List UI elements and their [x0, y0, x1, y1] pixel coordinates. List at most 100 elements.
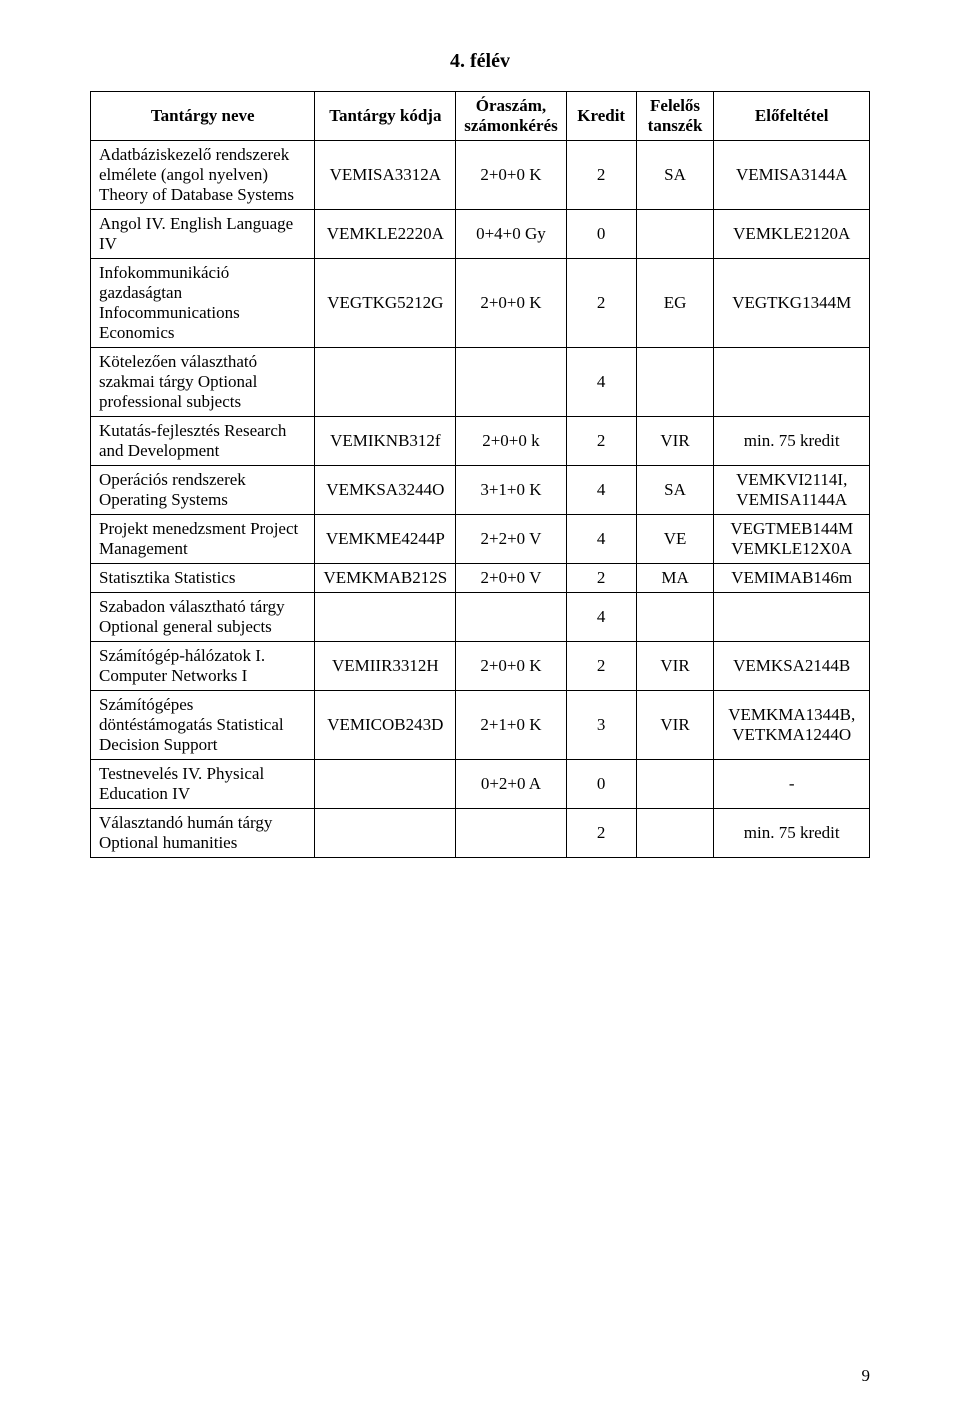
cell-code — [315, 760, 456, 809]
cell-prereq: VEMIMAB146m — [714, 564, 870, 593]
cell-name: Kutatás-fejlesztés Research and Developm… — [91, 417, 315, 466]
table-row: Szabadon választható tárgy Optional gene… — [91, 593, 870, 642]
cell-prereq: min. 75 kredit — [714, 417, 870, 466]
cell-prereq: VEMKMA1344B, VETKMA1244O — [714, 691, 870, 760]
cell-hours: 2+0+0 V — [456, 564, 566, 593]
table-row: Választandó humán tárgy Optional humanit… — [91, 809, 870, 858]
table-header-row: Tantárgy neve Tantárgy kódja Óraszám, sz… — [91, 92, 870, 141]
cell-dept — [636, 760, 714, 809]
cell-code: VEMICOB243D — [315, 691, 456, 760]
cell-hours: 2+0+0 K — [456, 642, 566, 691]
th-hours: Óraszám, számonkérés — [456, 92, 566, 141]
cell-name: Angol IV. English Language IV — [91, 210, 315, 259]
table-row: Kötelezően választható szakmai tárgy Opt… — [91, 348, 870, 417]
cell-name: Számítógép-hálózatok I. Computer Network… — [91, 642, 315, 691]
cell-dept — [636, 210, 714, 259]
cell-credit: 4 — [566, 466, 636, 515]
cell-dept: SA — [636, 466, 714, 515]
page-number: 9 — [862, 1366, 871, 1386]
th-credit: Kredit — [566, 92, 636, 141]
th-name: Tantárgy neve — [91, 92, 315, 141]
cell-credit: 0 — [566, 210, 636, 259]
cell-credit: 2 — [566, 259, 636, 348]
cell-dept: VIR — [636, 417, 714, 466]
cell-dept: SA — [636, 141, 714, 210]
cell-credit: 2 — [566, 564, 636, 593]
cell-hours: 2+0+0 k — [456, 417, 566, 466]
cell-dept — [636, 593, 714, 642]
table-row: Számítógépes döntéstámogatás Statistical… — [91, 691, 870, 760]
table-row: Kutatás-fejlesztés Research and Developm… — [91, 417, 870, 466]
cell-credit: 2 — [566, 642, 636, 691]
cell-hours: 0+4+0 Gy — [456, 210, 566, 259]
cell-dept — [636, 809, 714, 858]
cell-credit: 4 — [566, 593, 636, 642]
cell-credit: 2 — [566, 417, 636, 466]
cell-dept: VIR — [636, 691, 714, 760]
table-row: Testnevelés IV. Physical Education IV0+2… — [91, 760, 870, 809]
cell-hours: 2+0+0 K — [456, 259, 566, 348]
cell-prereq: VEGTMEB144M VEMKLE12X0A — [714, 515, 870, 564]
cell-code: VEGTKG5212G — [315, 259, 456, 348]
cell-code: VEMKSA3244O — [315, 466, 456, 515]
table-row: Számítógép-hálózatok I. Computer Network… — [91, 642, 870, 691]
cell-hours: 0+2+0 A — [456, 760, 566, 809]
th-code: Tantárgy kódja — [315, 92, 456, 141]
cell-name: Infokommunikáció gazdaságtan Infocommuni… — [91, 259, 315, 348]
cell-dept: MA — [636, 564, 714, 593]
th-hours-l1: Óraszám, — [476, 96, 546, 115]
cell-dept — [636, 348, 714, 417]
cell-prereq: VEMKVI2114I, VEMISA1144A — [714, 466, 870, 515]
cell-code — [315, 593, 456, 642]
table-row: Operációs rendszerek Operating SystemsVE… — [91, 466, 870, 515]
cell-name: Adatbáziskezelő rendszerek elmélete (ang… — [91, 141, 315, 210]
cell-prereq: VEGTKG1344M — [714, 259, 870, 348]
cell-name: Számítógépes döntéstámogatás Statistical… — [91, 691, 315, 760]
table-row: Adatbáziskezelő rendszerek elmélete (ang… — [91, 141, 870, 210]
cell-prereq: - — [714, 760, 870, 809]
cell-credit: 4 — [566, 348, 636, 417]
cell-hours: 2+0+0 K — [456, 141, 566, 210]
cell-name: Projekt menedzsment Project Management — [91, 515, 315, 564]
table-row: Angol IV. English Language IVVEMKLE2220A… — [91, 210, 870, 259]
cell-prereq: VEMISA3144A — [714, 141, 870, 210]
page-title: 4. félév — [90, 50, 870, 73]
th-dept-l2: tanszék — [648, 116, 703, 135]
cell-prereq: VEMKLE2120A — [714, 210, 870, 259]
th-prereq: Előfeltétel — [714, 92, 870, 141]
cell-prereq: VEMKSA2144B — [714, 642, 870, 691]
cell-credit: 4 — [566, 515, 636, 564]
cell-prereq — [714, 348, 870, 417]
curriculum-table: Tantárgy neve Tantárgy kódja Óraszám, sz… — [90, 91, 870, 858]
cell-code: VEMIKNB312f — [315, 417, 456, 466]
cell-prereq — [714, 593, 870, 642]
th-dept-l1: Felelős — [650, 96, 700, 115]
cell-code: VEMKLE2220A — [315, 210, 456, 259]
cell-code: VEMIIR3312H — [315, 642, 456, 691]
cell-hours — [456, 348, 566, 417]
cell-prereq: min. 75 kredit — [714, 809, 870, 858]
cell-name: Operációs rendszerek Operating Systems — [91, 466, 315, 515]
cell-dept: VIR — [636, 642, 714, 691]
cell-hours: 2+2+0 V — [456, 515, 566, 564]
table-row: Projekt menedzsment Project Management VE… — [91, 515, 870, 564]
cell-credit: 3 — [566, 691, 636, 760]
cell-code — [315, 809, 456, 858]
cell-code: VEMKMAB212S — [315, 564, 456, 593]
cell-hours — [456, 809, 566, 858]
cell-dept: VE — [636, 515, 714, 564]
cell-code: VEMISA3312A — [315, 141, 456, 210]
cell-credit: 2 — [566, 809, 636, 858]
th-hours-l2: számonkérés — [464, 116, 557, 135]
cell-code — [315, 348, 456, 417]
table-row: Statisztika StatisticsVEMKMAB212S2+0+0 V… — [91, 564, 870, 593]
cell-dept: EG — [636, 259, 714, 348]
cell-name: Statisztika Statistics — [91, 564, 315, 593]
table-row: Infokommunikáció gazdaságtan Infocommuni… — [91, 259, 870, 348]
cell-hours — [456, 593, 566, 642]
cell-credit: 0 — [566, 760, 636, 809]
cell-hours: 2+1+0 K — [456, 691, 566, 760]
cell-name: Választandó humán tárgy Optional humanit… — [91, 809, 315, 858]
cell-name: Szabadon választható tárgy Optional gene… — [91, 593, 315, 642]
cell-credit: 2 — [566, 141, 636, 210]
